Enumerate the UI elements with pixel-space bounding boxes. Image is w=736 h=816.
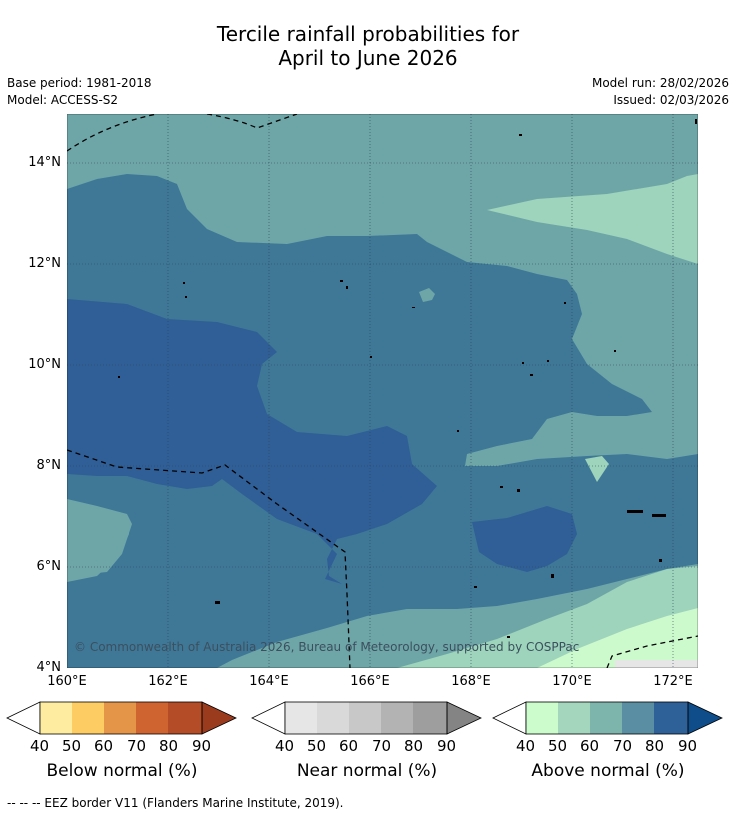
cbar-above-swatch (654, 702, 688, 734)
cbar-below-swatch (40, 702, 72, 734)
lon-label: 162°E (148, 674, 188, 689)
copyright-notice: © Commonwealth of Australia 2026, Bureau… (74, 640, 580, 654)
title-line-1: Tercile rainfall probabilities for (216, 22, 520, 46)
cbar-below-tick: 70 (127, 737, 147, 755)
cbar-below-swatch (136, 702, 168, 734)
lon-label: 166°E (350, 674, 390, 689)
cbar-below-swatch (104, 702, 136, 734)
cbar-below-swatch (168, 702, 202, 734)
cbar-above-tick: 80 (645, 737, 665, 755)
no-data-corner (615, 660, 698, 668)
region-above-90 (67, 299, 437, 584)
cbar-above-title: Above normal (%) (531, 761, 685, 781)
region-above-60-patch (585, 456, 609, 482)
cbar-above-tick: 60 (580, 737, 600, 755)
meta-left: Base period: 1981-2018 Model: ACCESS-S2 (7, 75, 152, 109)
cbar-below-tick: 40 (30, 737, 50, 755)
cbar-near-tick: 50 (307, 737, 327, 755)
region-above-70-west (67, 502, 129, 582)
cbar-near-tick: 90 (437, 737, 457, 755)
lat-label: 4°N (36, 660, 62, 675)
lon-label: 168°E (451, 674, 491, 689)
eez-border (67, 114, 698, 668)
cbar-near-swatch (317, 702, 349, 734)
issued-date: Issued: 02/03/2026 (613, 93, 729, 107)
cbar-below-tick: 80 (159, 737, 179, 755)
region-above-70-patch (419, 288, 435, 302)
cbar-below-title: Below normal (%) (46, 761, 198, 781)
lon-label: 160°E (47, 674, 87, 689)
colorbar-above (492, 701, 723, 735)
cbar-above-tick: 50 (548, 737, 568, 755)
base-period: Base period: 1981-2018 (7, 76, 152, 90)
region-above-60-ne (487, 174, 698, 264)
lat-label: 14°N (28, 155, 61, 170)
cbar-above-tick: 70 (613, 737, 633, 755)
map-title: Tercile rainfall probabilities for April… (0, 22, 736, 70)
cbar-near-title: Near normal (%) (296, 761, 438, 781)
cbar-near-swatch (381, 702, 413, 734)
title-line-2: April to June 2026 (278, 46, 458, 70)
lat-label: 6°N (36, 559, 62, 574)
lat-label: 12°N (28, 256, 61, 271)
lat-label: 8°N (36, 458, 62, 473)
cbar-above-over (687, 701, 723, 735)
colorbar-near (251, 701, 482, 735)
cbar-above-tick: 40 (516, 737, 536, 755)
lat-label: 10°N (28, 357, 61, 372)
cbar-below-tick: 60 (94, 737, 114, 755)
cbar-above-swatch (590, 702, 622, 734)
cbar-near-over (446, 701, 482, 735)
cbar-near-tick: 40 (275, 737, 295, 755)
cbar-near-tick: 60 (339, 737, 359, 755)
islands (118, 119, 697, 638)
lon-label: 172°E (653, 674, 693, 689)
cbar-above-tick: 90 (678, 737, 698, 755)
region-above-90-se (472, 506, 577, 572)
probability-map (67, 114, 698, 668)
cbar-above-swatch (558, 702, 590, 734)
cbar-near-swatch (349, 702, 381, 734)
cbar-below-swatch (72, 702, 104, 734)
lon-label: 170°E (552, 674, 592, 689)
colorbar-below (6, 701, 237, 735)
cbar-near-swatch (285, 702, 317, 734)
meta-right: Model run: 28/02/2026 Issued: 02/03/2026 (592, 75, 729, 109)
cbar-above-swatch (622, 702, 654, 734)
cbar-near-under (251, 701, 286, 735)
cbar-below-tick: 50 (62, 737, 82, 755)
cbar-below-over (201, 701, 237, 735)
cbar-above-under (492, 701, 527, 735)
cbar-near-tick: 70 (372, 737, 392, 755)
eez-footnote: -- -- -- EEZ border V11 (Flanders Marine… (7, 796, 344, 810)
cbar-near-tick: 80 (404, 737, 424, 755)
model-run: Model run: 28/02/2026 (591, 76, 729, 90)
lon-label: 164°E (249, 674, 289, 689)
gridlines (67, 114, 698, 668)
region-above-50-south (537, 608, 698, 668)
cbar-above-swatch (526, 702, 558, 734)
cbar-below-tick: 90 (192, 737, 212, 755)
model-name: Model: ACCESS-S2 (7, 93, 119, 107)
cbar-below-under (6, 701, 41, 735)
cbar-near-swatch (413, 702, 447, 734)
